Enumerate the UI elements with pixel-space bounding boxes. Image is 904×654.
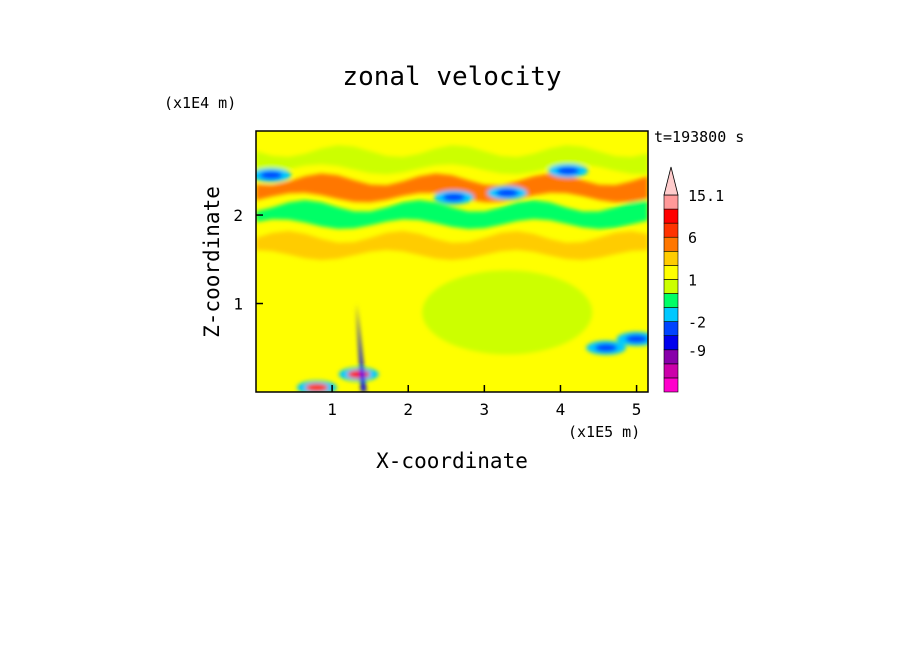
field-blob [260, 171, 283, 180]
y-tick-label: 1 [233, 295, 243, 314]
colorbar-segment [663, 222, 679, 238]
x-tick-label: 4 [556, 400, 566, 419]
field-region [422, 270, 593, 355]
y-axis: 12 [233, 206, 263, 314]
colorbar-label: 1 [688, 271, 697, 289]
colorbar-segment [663, 194, 679, 210]
y-axis-label: Z-coordinate [200, 186, 224, 338]
colorbar-segment [663, 236, 679, 252]
field-band [256, 145, 648, 175]
x-tick-label: 5 [632, 400, 642, 419]
x-tick-label: 2 [403, 400, 413, 419]
field-blob [557, 166, 580, 175]
colorbar-arrow [663, 166, 679, 196]
colorbar-segment [663, 335, 679, 351]
time-label: t=193800 s [654, 128, 744, 146]
y-multiplier-label: (x1E4 m) [164, 94, 236, 112]
x-axis: 1 2 3 4 5 [327, 385, 641, 419]
field-blob [496, 188, 519, 197]
x-tick-label: 1 [327, 400, 337, 419]
field-band [256, 200, 648, 229]
colorbar: 15.1 6 1 -2 -9 [663, 166, 724, 393]
colorbar-segment [663, 307, 679, 322]
colorbar-segment [663, 208, 679, 224]
field-band [256, 231, 648, 260]
wave-streak [356, 303, 367, 392]
colorbar-segment [663, 349, 679, 365]
x-multiplier-label: (x1E5 m) [568, 423, 640, 441]
chart-title: zonal velocity [342, 62, 561, 92]
colorbar-segment [663, 377, 679, 393]
field-blob [625, 334, 648, 343]
plot-area [256, 131, 648, 392]
plot-background [256, 131, 648, 392]
colorbar-segment [663, 265, 679, 280]
colorbar-label: -9 [688, 342, 706, 360]
field-blob [305, 383, 328, 392]
colorbar-segment [663, 321, 679, 337]
field-blob [595, 343, 618, 352]
field-blob [347, 370, 370, 379]
colorbar-label: 15.1 [688, 187, 724, 205]
field-band [256, 173, 648, 203]
plot-frame [255, 130, 649, 393]
colorbar-label: 6 [688, 229, 697, 247]
colorbar-segment [663, 250, 679, 266]
colorbar-label: -2 [688, 314, 706, 332]
colorbar-segment [663, 363, 679, 379]
y-tick-label: 2 [233, 206, 243, 225]
x-tick-label: 3 [480, 400, 490, 419]
colorbar-segment [663, 293, 679, 308]
x-axis-label: X-coordinate [376, 449, 528, 473]
colorbar-segment [663, 279, 679, 294]
field-blob [442, 193, 465, 202]
